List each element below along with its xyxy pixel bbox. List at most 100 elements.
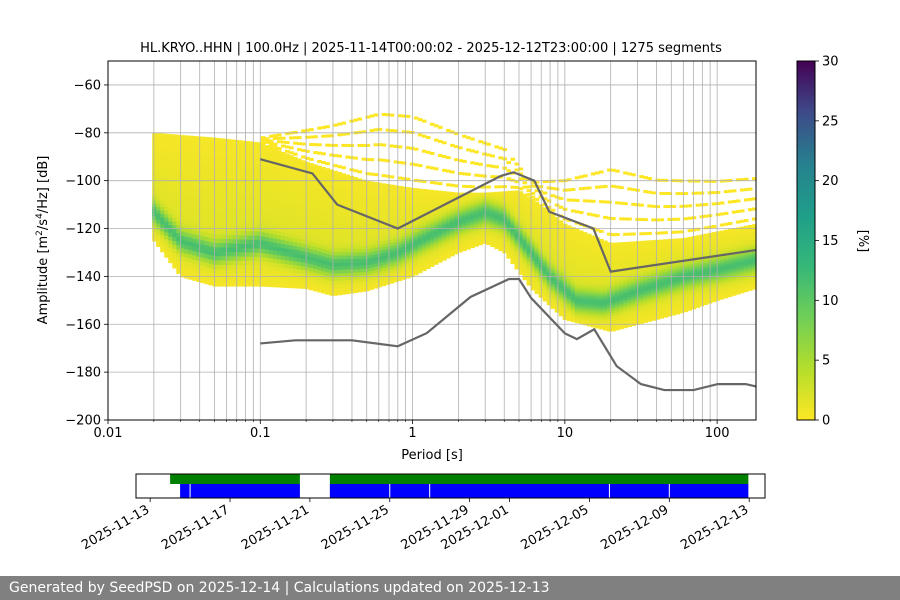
density-cell [586, 282, 592, 286]
density-cell [220, 259, 226, 265]
density-cell [611, 250, 616, 254]
density-outlier-cell [297, 136, 302, 140]
density-cell [470, 229, 475, 232]
density-outlier-cell [313, 143, 318, 147]
density-cell [466, 232, 471, 235]
density-cell [256, 247, 262, 253]
density-cell [152, 177, 157, 182]
density-cell [369, 187, 375, 192]
density-cell [317, 169, 322, 174]
density-cell [462, 228, 467, 231]
density-outlier-cell [345, 155, 351, 159]
density-cell [405, 197, 411, 202]
density-cell [417, 223, 423, 227]
density-cell [534, 231, 540, 235]
density-cell [566, 236, 572, 240]
density-cell [667, 288, 673, 292]
density-cell [639, 260, 644, 264]
density-cell [220, 203, 226, 209]
density-cell [627, 299, 632, 303]
density-cell [542, 270, 548, 274]
density-cell [550, 288, 556, 293]
density-cell [437, 259, 443, 263]
density-cell [365, 196, 371, 201]
density-cell [365, 284, 371, 288]
density-cell [683, 268, 689, 271]
density-cell [341, 262, 346, 267]
density-cell [558, 259, 564, 264]
density-outlier-cell [357, 143, 363, 147]
density-outlier-cell [502, 157, 508, 161]
density-cell [546, 246, 552, 250]
density-cell [429, 261, 435, 265]
density-outlier-cell [514, 185, 520, 189]
density-cell [260, 185, 266, 191]
density-cell [244, 281, 250, 287]
density-cell [373, 213, 379, 217]
density-cell [321, 289, 326, 294]
density-cell [413, 198, 419, 202]
density-cell [502, 221, 508, 225]
density-cell [566, 314, 572, 319]
density-cell [462, 247, 467, 250]
density-cell [454, 217, 459, 221]
density-cell [301, 258, 306, 263]
density-cell [530, 228, 536, 232]
density-cell [582, 313, 588, 318]
density-cell [381, 243, 387, 247]
density-cell [321, 233, 326, 238]
density-cell [526, 222, 532, 226]
density-cell [373, 219, 379, 224]
psd-density-layer [152, 112, 757, 332]
density-cell [655, 288, 660, 292]
density-cell [631, 248, 636, 252]
density-cell [168, 251, 173, 256]
density-cell [212, 172, 218, 178]
density-cell [474, 197, 479, 200]
density-cell [566, 292, 572, 296]
density-cell [671, 281, 677, 285]
density-outlier-cell [381, 112, 387, 116]
density-cell [317, 217, 322, 222]
density-cell [361, 245, 367, 250]
density-cell [417, 196, 423, 200]
density-cell [192, 242, 198, 247]
density-cell [385, 189, 391, 194]
density-cell [603, 266, 608, 271]
density-cell [204, 231, 210, 237]
density-cell [188, 135, 194, 141]
density-cell [421, 208, 427, 212]
density-cell [671, 301, 677, 305]
density-cell [518, 244, 524, 248]
density-cell [578, 279, 584, 284]
density-cell [272, 205, 278, 211]
density-cell [667, 272, 673, 276]
density-outlier-cell [574, 210, 580, 214]
density-cell [248, 149, 254, 155]
density-cell [486, 223, 491, 226]
density-cell [289, 236, 294, 242]
density-cell [454, 237, 459, 240]
density-cell [506, 214, 512, 218]
density-cell [248, 158, 254, 164]
density-cell [248, 205, 254, 211]
density-cell [297, 219, 302, 224]
density-cell [594, 282, 600, 286]
density-cell [607, 315, 612, 319]
density-cell [429, 228, 435, 231]
density-cell [518, 220, 524, 224]
density-outlier-cell [333, 123, 338, 127]
density-cell [252, 154, 258, 160]
density-cell [228, 277, 234, 283]
density-cell [458, 213, 463, 216]
density-cell [578, 249, 584, 253]
density-cell [474, 238, 479, 241]
density-cell [518, 227, 524, 231]
density-cell [663, 287, 669, 291]
density-cell [244, 200, 250, 206]
density-cell [357, 288, 363, 293]
density-cell [293, 218, 298, 223]
density-cell [526, 240, 532, 244]
density-cell [546, 299, 552, 303]
density-cell [454, 224, 459, 228]
